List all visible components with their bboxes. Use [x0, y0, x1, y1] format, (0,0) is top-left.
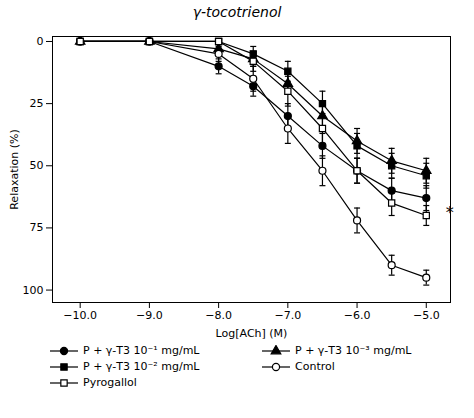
svg-text:*: *: [446, 203, 454, 222]
svg-text:−5.0: −5.0: [413, 309, 440, 322]
svg-text:25: 25: [30, 97, 44, 110]
svg-text:−7.0: −7.0: [274, 309, 301, 322]
svg-text:−8.0: −8.0: [205, 309, 232, 322]
html-text:P + γ-T3 10⁻¹ mg/mL: P + γ-T3 10⁻¹ mg/mL: [83, 344, 200, 357]
html-text:Control: Control: [295, 360, 335, 373]
html-text:P + γ-T3 10⁻³ mg/mL: P + γ-T3 10⁻³ mg/mL: [295, 344, 412, 357]
svg-text:50: 50: [30, 159, 44, 172]
svg-text:Relaxation (%): Relaxation (%): [8, 129, 21, 210]
svg-text:−10.0: −10.0: [63, 309, 97, 322]
svg-text:75: 75: [30, 221, 44, 234]
svg-text:100: 100: [23, 284, 44, 297]
svg-text:−9.0: −9.0: [136, 309, 163, 322]
html-text:Pyrogallol: Pyrogallol: [83, 376, 137, 389]
svg-text:Log[ACh] (M): Log[ACh] (M): [216, 327, 288, 340]
svg-text:0: 0: [37, 35, 44, 48]
html-text:γ-tocotrienol: γ-tocotrienol: [192, 4, 282, 20]
html-text:P + γ-T3 10⁻² mg/mL: P + γ-T3 10⁻² mg/mL: [83, 360, 200, 373]
svg-text:−6.0: −6.0: [344, 309, 371, 322]
